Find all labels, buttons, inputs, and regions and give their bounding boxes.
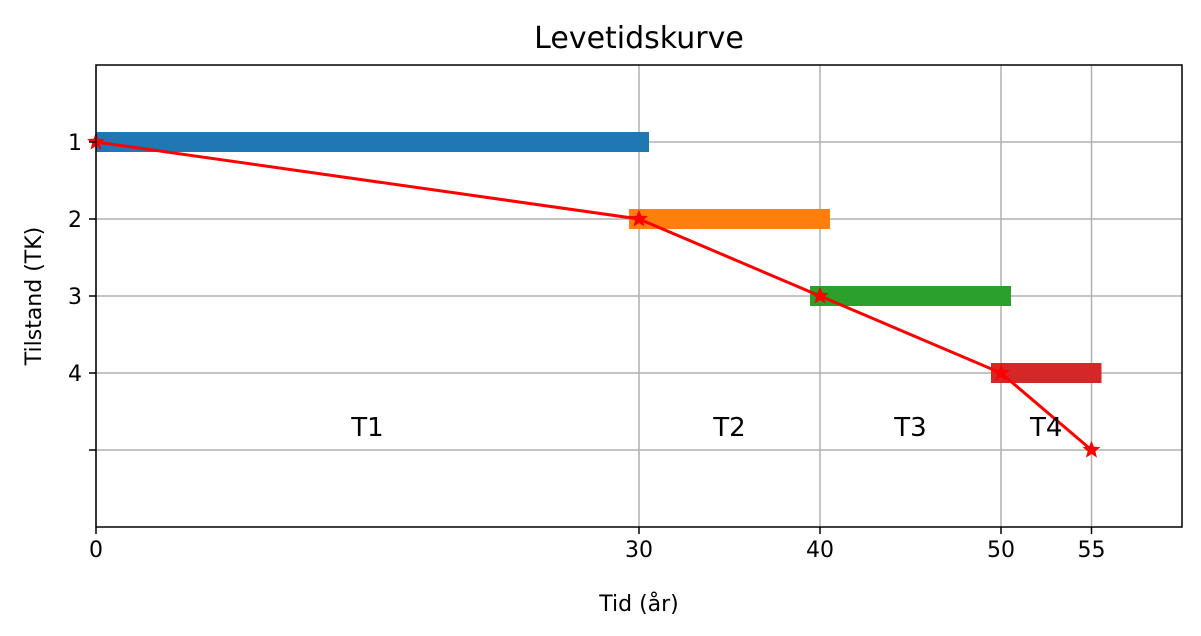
x-tick-label-2: 40 bbox=[806, 538, 834, 563]
bar-3 bbox=[810, 286, 1011, 306]
period-label-t3: T3 bbox=[893, 413, 926, 443]
star-marker-3 bbox=[992, 363, 1010, 381]
x-axis-ticks: 0 30 40 50 55 bbox=[89, 527, 1106, 563]
x-tick-label-4: 55 bbox=[1078, 538, 1106, 563]
bar-2 bbox=[629, 209, 830, 229]
x-tick-label-0: 0 bbox=[89, 538, 103, 563]
y-tick-label-2: 3 bbox=[68, 285, 82, 310]
star-marker-4 bbox=[1082, 440, 1101, 458]
condition-line bbox=[87, 132, 1101, 458]
y-axis-ticks: 1 2 3 4 bbox=[68, 131, 96, 451]
period-labels: T1 T2 T3 T4 bbox=[350, 413, 1062, 443]
y-tick-label-3: 4 bbox=[68, 362, 82, 387]
x-tick-label-3: 50 bbox=[987, 538, 1015, 563]
star-marker-2 bbox=[811, 286, 829, 304]
period-label-t4: T4 bbox=[1029, 413, 1062, 443]
condition-bars bbox=[96, 132, 1102, 383]
period-label-t2: T2 bbox=[712, 413, 745, 443]
x-axis-label: Tid (år) bbox=[598, 591, 679, 617]
chart-title: Levetidskurve bbox=[534, 21, 744, 56]
y-tick-label-0: 1 bbox=[68, 131, 82, 156]
y-tick-label-1: 2 bbox=[68, 208, 82, 233]
y-axis-label: Tilstand (TK) bbox=[22, 227, 47, 367]
bar-4 bbox=[991, 363, 1102, 383]
period-label-t1: T1 bbox=[350, 413, 383, 443]
star-marker-1 bbox=[630, 209, 648, 227]
bar-1 bbox=[96, 132, 649, 152]
x-tick-label-1: 30 bbox=[625, 538, 653, 563]
